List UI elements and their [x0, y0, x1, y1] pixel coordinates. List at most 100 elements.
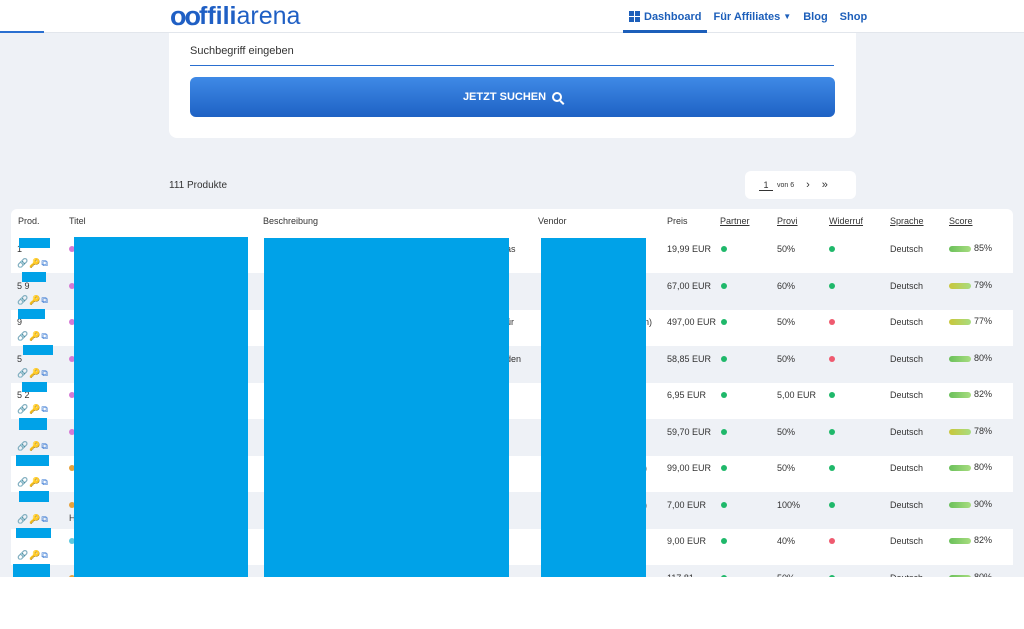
search-input[interactable]: [190, 36, 834, 66]
redaction-block: [22, 382, 47, 392]
price: 58,85 EUR: [667, 353, 712, 364]
title-status-dot: [69, 574, 75, 577]
widerruf-status-dot: [829, 574, 835, 577]
title-status-dot: [69, 319, 75, 325]
last-page-button[interactable]: »: [821, 179, 828, 191]
nav-affiliates-label: Für Affiliates: [713, 10, 781, 23]
score-value: 78%: [974, 425, 993, 436]
language: Deutsch: [890, 317, 924, 327]
col-score[interactable]: Score: [949, 216, 973, 226]
col-titel: Titel: [69, 216, 86, 226]
row-action-icons[interactable]: 🔗🔑⧉: [17, 440, 49, 451]
price: 9,00 EUR: [667, 536, 707, 546]
result-count: 111 Produkte: [169, 180, 228, 191]
partner-status-dot: [721, 538, 727, 544]
title-status-dot: [69, 246, 75, 252]
col-provi[interactable]: Provi: [777, 216, 798, 226]
score-bar: [949, 538, 971, 544]
title-status-dot: [69, 282, 75, 289]
price: 67,00 EUR: [667, 280, 712, 291]
col-sprache[interactable]: Sprache: [890, 216, 924, 226]
row-action-icons[interactable]: 🔗🔑⧉: [17, 294, 49, 305]
provision: 50%: [777, 317, 796, 327]
row-action-icons[interactable]: 🔗🔑⧉: [17, 404, 49, 414]
table-row[interactable]: 🔗🔑⧉ 9,00 EUR 40% Deutsch 82%: [11, 528, 1013, 565]
widerruf-status-dot: [829, 538, 835, 544]
title-text[interactable]: H: [69, 512, 76, 523]
page-number-input[interactable]: 1: [759, 180, 773, 191]
title-status-dot: [69, 501, 75, 508]
widerruf-status-dot: [829, 501, 835, 508]
description-tail: den: [506, 353, 522, 364]
provision: 50%: [777, 244, 796, 254]
description-tail: ür: [506, 317, 515, 327]
score-value: 80%: [974, 462, 993, 472]
col-widerruf[interactable]: Widerruf: [829, 216, 864, 226]
price: 6,95 EUR: [667, 390, 707, 400]
score-value: 80%: [974, 571, 993, 578]
provision: 50%: [777, 426, 796, 437]
prod-id[interactable]: 5 2: [17, 390, 30, 400]
widerruf-status-dot: [829, 319, 835, 325]
row-action-icons[interactable]: 🔗🔑⧉: [17, 258, 49, 268]
row-action-icons[interactable]: 🔗🔑⧉: [17, 367, 49, 378]
logo-mark: oo: [170, 0, 201, 31]
caret-down-icon: ▼: [783, 12, 792, 21]
partner-status-dot: [721, 246, 727, 252]
prod-id[interactable]: 1: [17, 244, 23, 254]
row-action-icons[interactable]: 🔗🔑⧉: [17, 550, 49, 560]
nav-dashboard[interactable]: Dashboard: [623, 0, 708, 33]
redaction-block: [74, 237, 248, 577]
partner-status-dot: [721, 465, 727, 471]
score-value: 77%: [974, 316, 993, 326]
search-button[interactable]: JETZT SUCHEN: [190, 77, 835, 117]
provision: 50%: [777, 572, 795, 578]
score-value: 80%: [974, 352, 993, 363]
redaction-block: [264, 238, 509, 577]
language: Deutsch: [890, 463, 924, 473]
provision: 60%: [777, 280, 796, 291]
nav-blog[interactable]: Blog: [797, 0, 833, 33]
nav-shop[interactable]: Shop: [834, 0, 874, 33]
score-value: 82%: [974, 389, 993, 399]
top-navbar: oo ffili arena Dashboard Für Affiliates …: [0, 0, 1024, 33]
score-bar: [949, 428, 971, 435]
widerruf-status-dot: [829, 282, 835, 289]
provision: 5,00 EUR: [777, 390, 817, 400]
redaction-block: [19, 418, 47, 430]
col-vendor: Vendor: [538, 216, 567, 226]
title-status-dot: [69, 392, 75, 398]
page-of-label: von 6: [777, 181, 795, 189]
partner-status-dot: [721, 282, 727, 289]
prod-id[interactable]: 5 9: [17, 280, 30, 291]
language: Deutsch: [890, 572, 923, 578]
price: 497,00 EUR: [667, 317, 717, 327]
provision: 100%: [777, 499, 801, 510]
row-action-icons[interactable]: 🔗🔑⧉: [17, 513, 49, 524]
redaction-block: [16, 528, 51, 538]
search-button-label: JETZT SUCHEN: [462, 91, 547, 103]
logo-text-bold: ffili: [199, 1, 237, 30]
widerruf-status-dot: [829, 428, 835, 435]
score-bar: [949, 246, 971, 252]
title-status-dot: [69, 355, 75, 362]
dashboard-grid-icon: [629, 11, 640, 22]
score-value: 82%: [974, 535, 993, 545]
partner-status-dot: [721, 428, 727, 435]
row-action-icons[interactable]: 🔗🔑⧉: [17, 331, 49, 341]
nav-fuer-affiliates[interactable]: Für Affiliates ▼: [707, 0, 797, 33]
col-partner[interactable]: Partner: [720, 216, 750, 226]
provision: 50%: [777, 463, 796, 473]
row-action-icons[interactable]: 🔗🔑⧉: [17, 477, 49, 487]
widerruf-status-dot: [829, 465, 835, 471]
table-row[interactable]: 5 2 🔗🔑⧉ 6,95 EUR 5,00 EUR Deutsch 82%: [11, 382, 1013, 419]
affiliarena-logo[interactable]: oo ffili arena: [170, 2, 300, 30]
prod-id[interactable]: 5: [17, 353, 23, 364]
table-row[interactable]: 9 🔗🔑⧉ ür n) 497,00 EUR 50% Deutsch 77%: [11, 309, 1013, 346]
prod-id[interactable]: 9: [17, 317, 23, 327]
next-page-button[interactable]: ›: [806, 179, 810, 191]
language: Deutsch: [890, 280, 924, 291]
table-row[interactable]: 1 🔗🔑⧉ as 19,99 EUR 50% Deutsch 85%: [11, 236, 1013, 273]
redaction-block: [13, 564, 50, 577]
